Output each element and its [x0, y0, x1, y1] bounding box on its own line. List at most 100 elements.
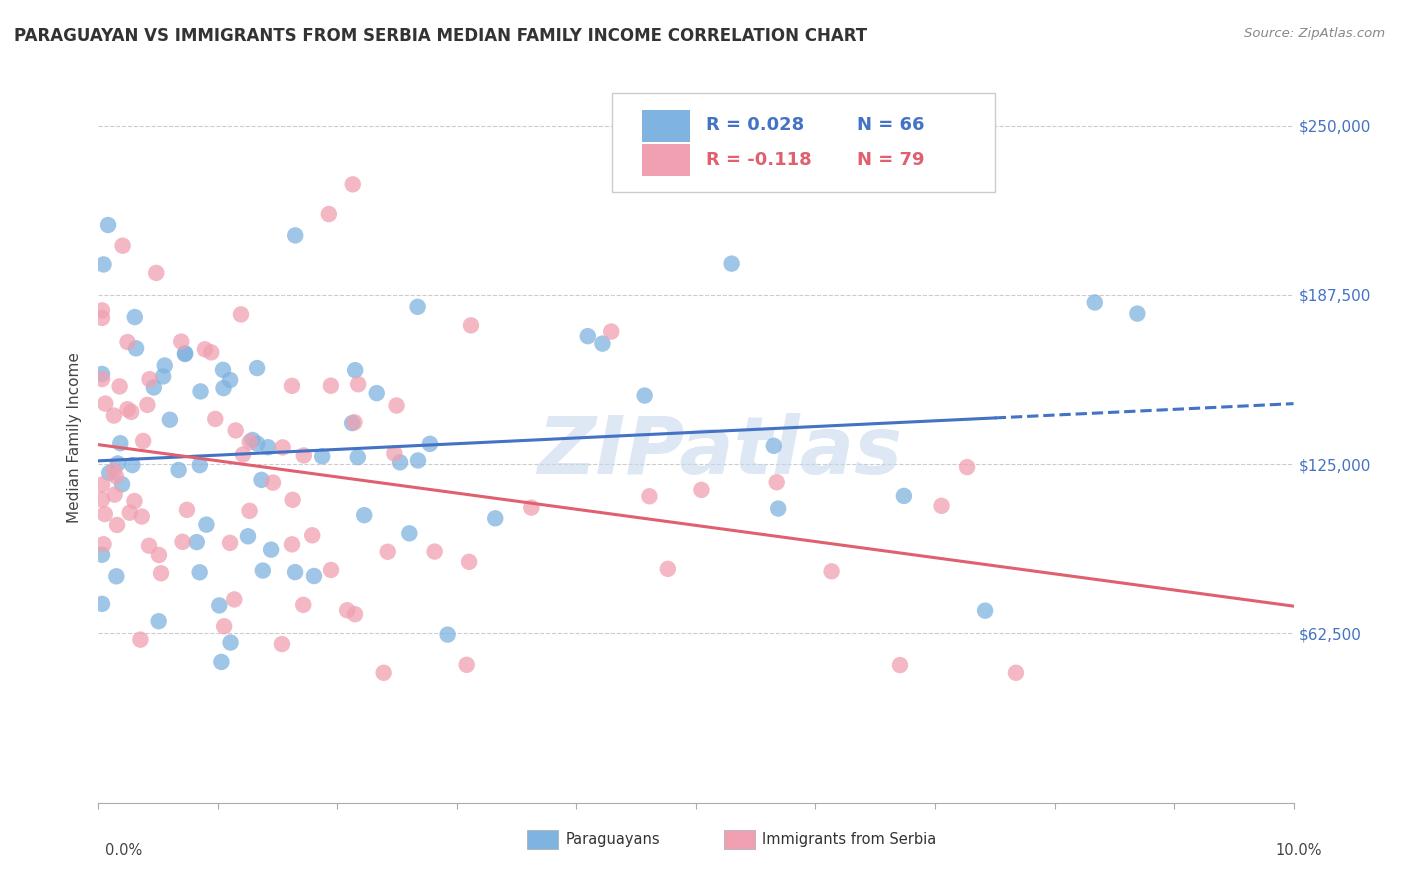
- Point: [340, 416, 363, 430]
- Point: [284, 565, 307, 579]
- Point: [107, 457, 129, 471]
- Point: [103, 464, 125, 478]
- Point: [956, 460, 979, 475]
- Text: 0.0%: 0.0%: [105, 843, 142, 858]
- Point: [125, 341, 148, 355]
- Point: [190, 384, 212, 399]
- Point: [382, 446, 405, 460]
- Point: [91, 597, 114, 611]
- Point: [138, 372, 160, 386]
- Point: [136, 398, 159, 412]
- Text: ZIPatlas: ZIPatlas: [537, 413, 903, 491]
- Text: R = 0.028: R = 0.028: [706, 116, 804, 134]
- Point: [419, 437, 441, 451]
- Point: [765, 475, 787, 490]
- FancyBboxPatch shape: [643, 110, 690, 143]
- Point: [690, 483, 713, 497]
- Point: [111, 477, 134, 491]
- Point: [94, 507, 117, 521]
- Point: [194, 343, 217, 357]
- Point: [311, 450, 333, 464]
- Point: [186, 535, 208, 549]
- Point: [1084, 295, 1107, 310]
- FancyBboxPatch shape: [613, 94, 995, 192]
- Point: [342, 178, 364, 192]
- Point: [346, 450, 368, 465]
- Point: [318, 207, 340, 221]
- Point: [766, 501, 789, 516]
- Point: [301, 528, 323, 542]
- Point: [281, 492, 304, 507]
- Point: [638, 489, 661, 503]
- Point: [576, 329, 599, 343]
- Point: [319, 563, 342, 577]
- Point: [91, 367, 114, 381]
- Point: [1005, 665, 1028, 680]
- Point: [720, 257, 742, 271]
- Point: [762, 439, 785, 453]
- Point: [150, 566, 173, 581]
- Point: [893, 489, 915, 503]
- Point: [120, 405, 142, 419]
- Point: [188, 458, 211, 473]
- Point: [931, 499, 953, 513]
- Point: [111, 238, 134, 252]
- Point: [250, 473, 273, 487]
- Point: [343, 607, 366, 622]
- Point: [262, 475, 284, 490]
- Point: [460, 318, 482, 333]
- Point: [104, 487, 127, 501]
- Point: [591, 336, 613, 351]
- Point: [373, 665, 395, 680]
- Point: [520, 500, 543, 515]
- Point: [600, 325, 623, 339]
- Point: [232, 448, 254, 462]
- Point: [212, 381, 235, 395]
- Point: [93, 537, 115, 551]
- Point: [97, 218, 120, 232]
- Point: [98, 466, 121, 480]
- Point: [219, 373, 242, 387]
- Point: [105, 569, 128, 583]
- Point: [91, 310, 114, 325]
- Point: [1126, 307, 1149, 321]
- Point: [124, 310, 146, 324]
- Point: [170, 334, 193, 349]
- Text: R = -0.118: R = -0.118: [706, 151, 811, 169]
- Point: [398, 526, 420, 541]
- Point: [242, 433, 264, 447]
- Point: [252, 564, 274, 578]
- Point: [91, 372, 114, 386]
- Point: [219, 536, 242, 550]
- Point: [344, 363, 367, 377]
- Point: [238, 504, 260, 518]
- Point: [148, 548, 170, 562]
- Point: [484, 511, 506, 525]
- Point: [319, 378, 342, 392]
- Point: [458, 555, 481, 569]
- Point: [257, 440, 280, 454]
- Point: [159, 413, 181, 427]
- Point: [195, 517, 218, 532]
- Point: [974, 604, 997, 618]
- Point: [436, 627, 458, 641]
- Point: [229, 307, 252, 321]
- Point: [138, 539, 160, 553]
- Point: [108, 379, 131, 393]
- Text: N = 79: N = 79: [858, 151, 925, 169]
- Point: [94, 396, 117, 410]
- Point: [423, 544, 446, 558]
- Point: [302, 569, 325, 583]
- Point: [224, 592, 246, 607]
- Text: PARAGUAYAN VS IMMIGRANTS FROM SERBIA MEDIAN FAMILY INCOME CORRELATION CHART: PARAGUAYAN VS IMMIGRANTS FROM SERBIA MED…: [14, 27, 868, 45]
- Point: [889, 658, 911, 673]
- Point: [91, 303, 114, 318]
- Point: [389, 455, 412, 469]
- Point: [104, 469, 127, 483]
- Point: [93, 257, 115, 271]
- Point: [657, 562, 679, 576]
- Point: [117, 402, 139, 417]
- Point: [91, 477, 114, 491]
- Point: [172, 534, 194, 549]
- Point: [377, 545, 399, 559]
